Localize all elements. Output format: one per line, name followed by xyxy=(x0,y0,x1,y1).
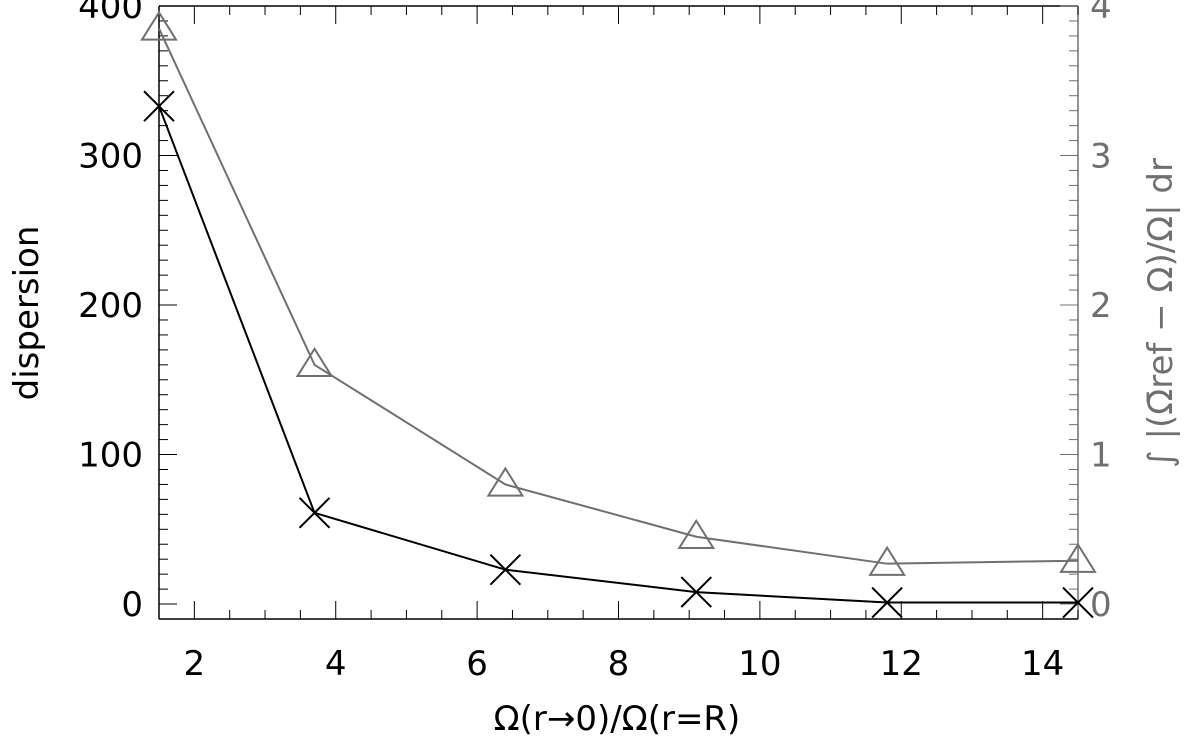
series-1-x-marker xyxy=(489,553,522,586)
series-2-line xyxy=(158,28,1079,565)
y-left-tick-label: 200 xyxy=(78,286,143,326)
x-tick-label: 8 xyxy=(608,644,630,684)
series-1-x-marker xyxy=(1062,586,1094,619)
y-left-tick-label: 300 xyxy=(78,137,143,177)
x-tick-label: 10 xyxy=(738,644,781,684)
series-2-triangle-marker xyxy=(677,518,716,549)
series-1-line xyxy=(158,105,1078,604)
x-tick-label: 12 xyxy=(880,644,923,684)
x-tick-label: 6 xyxy=(466,644,488,684)
y-left-tick-label: 100 xyxy=(78,436,143,476)
series-1-x-marker xyxy=(143,90,175,122)
series-1-x-marker xyxy=(298,497,331,529)
axis-ticks xyxy=(158,5,1079,619)
y-right-tick-label: 4 xyxy=(1090,0,1112,27)
series-layer xyxy=(140,10,1097,619)
y-right-tick-label: 0 xyxy=(1090,585,1112,625)
series-1-x-marker xyxy=(680,576,712,608)
series-2-triangle-marker xyxy=(1059,542,1097,573)
y-right-tick-label: 1 xyxy=(1090,436,1112,476)
y-axis-left-label: dispersion xyxy=(7,226,47,401)
y-axis-right-label: ∫ |(Ω̄ref − Ω)/Ω| dr xyxy=(1141,158,1181,468)
series-2-triangle-marker xyxy=(295,346,334,378)
y-right-tick-label: 3 xyxy=(1090,137,1112,177)
x-tick-label: 14 xyxy=(1021,644,1064,684)
series-2-triangle-marker xyxy=(140,10,178,41)
y-left-tick-label: 0 xyxy=(121,585,143,625)
x-axis-label: Ω(r→0)/Ω(r=R) xyxy=(494,699,741,739)
plot-frame xyxy=(158,5,1079,620)
series-2-triangle-marker xyxy=(486,466,525,497)
y-left-tick-label: 400 xyxy=(78,0,143,27)
x-tick-label: 4 xyxy=(325,644,347,684)
series-1-x-marker xyxy=(871,586,903,619)
x-tick-label: 2 xyxy=(184,644,206,684)
y-right-tick-label: 2 xyxy=(1090,286,1112,326)
series-2-triangle-marker xyxy=(868,545,906,576)
